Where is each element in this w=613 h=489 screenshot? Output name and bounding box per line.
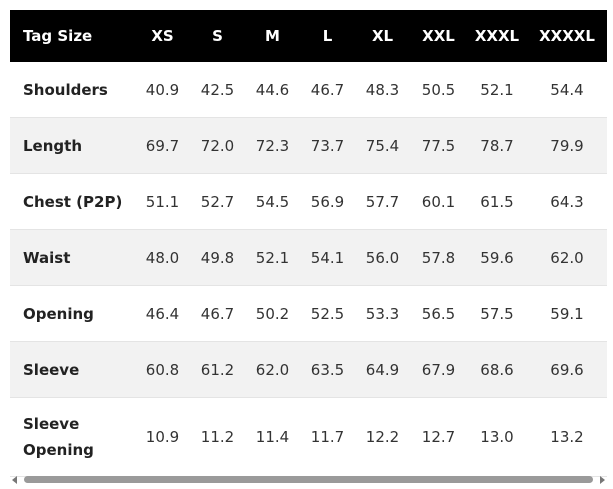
row-label-cell: Chest (P2P) [10, 173, 135, 230]
measurement-row: Opening 46.4 46.7 50.2 52.5 53.3 56.5 57.5 59.1 [10, 285, 607, 342]
measurement-row: Sleeve 60.8 61.2 62.0 63.5 64.9 67.9 68.6 69.6 [10, 341, 607, 398]
measurement-value: 44.6 [245, 62, 300, 118]
measurement-value: 54.5 [245, 173, 300, 230]
measurement-value: 56.9 [300, 173, 355, 230]
measurement-value: 11.4 [245, 397, 300, 477]
size-header: XXXL [467, 10, 527, 62]
size-header: XXXXL [527, 10, 607, 62]
measurement-value: 60.1 [410, 173, 467, 230]
size-header: XL [355, 10, 410, 62]
row-label: Opening [23, 304, 94, 323]
measurement-value: 56.5 [410, 285, 467, 342]
measurement-value: 13.2 [527, 397, 607, 477]
row-label-cell: Sleeve [10, 341, 135, 398]
row-label: Sleeve Opening [23, 415, 94, 459]
measurement-value: 56.0 [355, 229, 410, 286]
scroll-left-arrow[interactable] [12, 476, 17, 484]
row-label: Sleeve [23, 360, 80, 379]
size-table-container: Tag Size XS S M L XL XXL XXXL XXXXL Shoulders 40.… [10, 10, 607, 477]
measurement-value: 49.8 [190, 229, 245, 286]
size-header: L [300, 10, 355, 62]
measurement-value: 78.7 [467, 117, 527, 174]
size-header: XXL [410, 10, 467, 62]
row-label: Length [23, 136, 82, 155]
measurement-value: 73.7 [300, 117, 355, 174]
measurement-value: 60.8 [135, 341, 190, 398]
size-header: XS [135, 10, 190, 62]
measurement-value: 12.2 [355, 397, 410, 477]
tag-size-header: Tag Size [10, 10, 135, 62]
measurement-value: 12.7 [410, 397, 467, 477]
measurement-value: 51.1 [135, 173, 190, 230]
measurement-value: 59.6 [467, 229, 527, 286]
horizontal-scrollbar[interactable] [10, 474, 607, 485]
measurement-row: Sleeve Opening 10.9 11.2 11.4 11.7 12.2 12.7 13… [10, 397, 607, 477]
size-table: Tag Size XS S M L XL XXL XXXL XXXXL Shoulders 40.… [10, 10, 607, 477]
measurement-value: 75.4 [355, 117, 410, 174]
measurement-value: 72.0 [190, 117, 245, 174]
measurement-value: 57.7 [355, 173, 410, 230]
measurement-value: 52.5 [300, 285, 355, 342]
measurement-value: 79.9 [527, 117, 607, 174]
row-label-cell: Opening [10, 285, 135, 342]
measurement-value: 52.7 [190, 173, 245, 230]
scroll-right-arrow[interactable] [600, 476, 605, 484]
measurement-value: 67.9 [410, 341, 467, 398]
measurement-value: 54.1 [300, 229, 355, 286]
measurement-value: 50.2 [245, 285, 300, 342]
measurement-value: 64.9 [355, 341, 410, 398]
size-header: S [190, 10, 245, 62]
measurement-value: 53.3 [355, 285, 410, 342]
measurement-value: 13.0 [467, 397, 527, 477]
measurement-value: 54.4 [527, 62, 607, 118]
measurement-value: 64.3 [527, 173, 607, 230]
measurement-value: 63.5 [300, 341, 355, 398]
measurement-row: Chest (P2P) 51.1 52.7 54.5 56.9 57.7 60.1 61.5 6… [10, 173, 607, 230]
measurement-value: 62.0 [527, 229, 607, 286]
measurement-value: 69.7 [135, 117, 190, 174]
row-label: Waist [23, 248, 71, 267]
measurement-value: 10.9 [135, 397, 190, 477]
measurement-value: 59.1 [527, 285, 607, 342]
measurement-value: 62.0 [245, 341, 300, 398]
scroll-thumb[interactable] [24, 476, 593, 483]
measurement-row: Length 69.7 72.0 72.3 73.7 75.4 77.5 78.7 79.9 [10, 117, 607, 174]
row-label-cell: Waist [10, 229, 135, 286]
measurement-value: 61.2 [190, 341, 245, 398]
row-label: Chest (P2P) [23, 192, 123, 211]
measurement-value: 52.1 [245, 229, 300, 286]
measurement-value: 11.2 [190, 397, 245, 477]
measurement-value: 50.5 [410, 62, 467, 118]
row-label: Shoulders [23, 80, 108, 99]
measurement-value: 46.4 [135, 285, 190, 342]
measurement-value: 57.8 [410, 229, 467, 286]
size-header: M [245, 10, 300, 62]
measurement-value: 42.5 [190, 62, 245, 118]
measurement-value: 48.0 [135, 229, 190, 286]
measurement-value: 68.6 [467, 341, 527, 398]
measurement-value: 46.7 [300, 62, 355, 118]
row-label-cell: Length [10, 117, 135, 174]
header-row: Tag Size XS S M L XL XXL XXXL XXXXL [10, 10, 607, 62]
measurement-row: Waist 48.0 49.8 52.1 54.1 56.0 57.8 59.6 62.0 [10, 229, 607, 286]
measurement-value: 72.3 [245, 117, 300, 174]
measurement-value: 11.7 [300, 397, 355, 477]
row-label-cell: Sleeve Opening [10, 397, 135, 477]
measurement-value: 46.7 [190, 285, 245, 342]
measurement-value: 52.1 [467, 62, 527, 118]
measurement-value: 48.3 [355, 62, 410, 118]
measurement-value: 77.5 [410, 117, 467, 174]
table-body: Shoulders 40.9 42.5 44.6 46.7 48.3 50.5 52.1 54.… [10, 62, 607, 477]
measurement-value: 61.5 [467, 173, 527, 230]
measurement-value: 57.5 [467, 285, 527, 342]
row-label-cell: Shoulders [10, 62, 135, 118]
measurement-value: 40.9 [135, 62, 190, 118]
measurement-value: 69.6 [527, 341, 607, 398]
measurement-row: Shoulders 40.9 42.5 44.6 46.7 48.3 50.5 52.1 54.… [10, 62, 607, 118]
